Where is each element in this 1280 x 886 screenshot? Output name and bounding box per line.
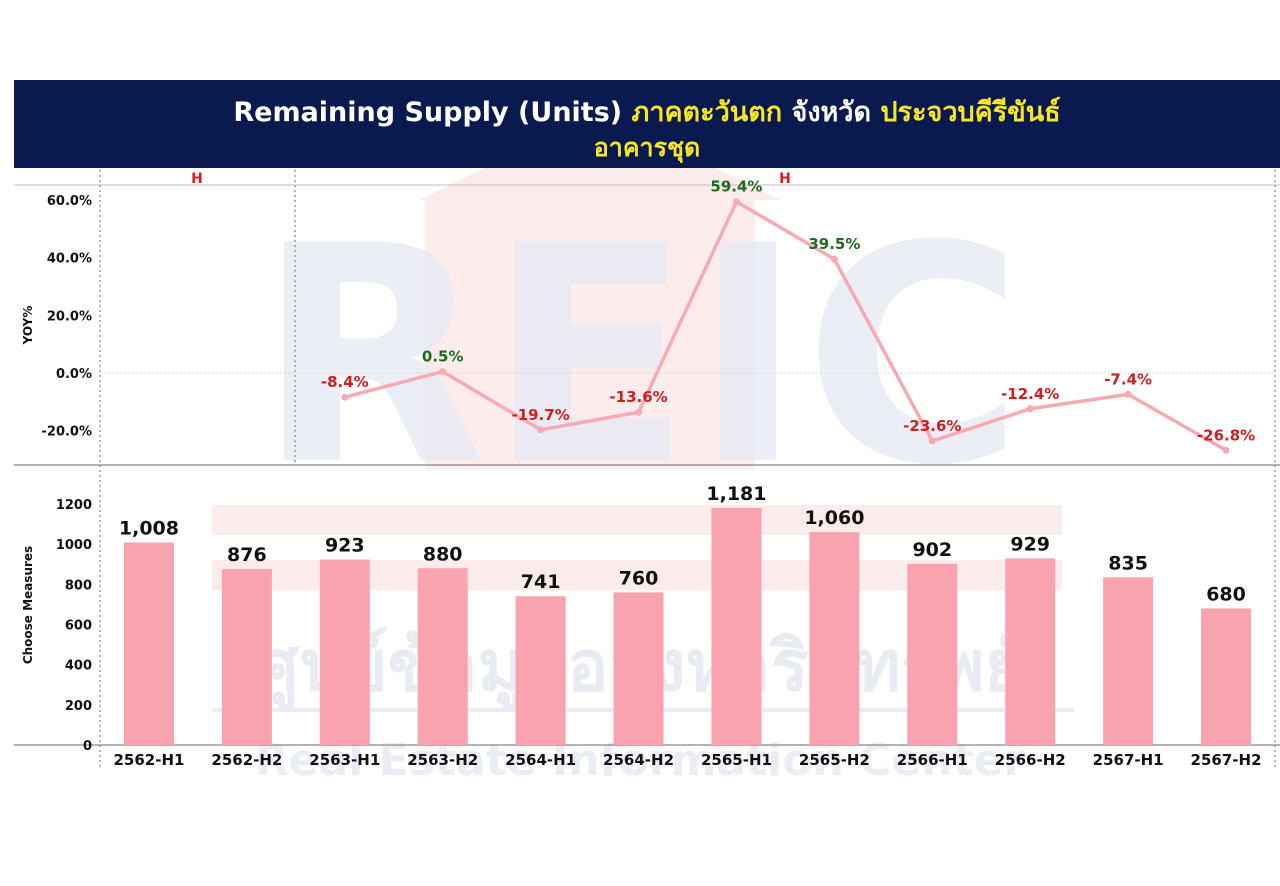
bar: [1005, 558, 1056, 745]
x-tick-label: 2566-H2: [995, 751, 1066, 769]
bar-tick-label: 600: [65, 619, 92, 634]
yoy-point: [439, 368, 447, 376]
bar: [1201, 608, 1252, 745]
bar-data-label: 760: [619, 567, 659, 589]
bar-tick-label: 400: [65, 659, 92, 674]
yoy-tick-label: 20.0%: [47, 309, 92, 324]
bar-tick-label: 1200: [56, 498, 92, 513]
title-bar: Remaining Supply (Units) ภาคตะวันตก จังห…: [14, 80, 1280, 168]
yoy-tick-label: -20.0%: [42, 425, 93, 440]
yoy-line: [344, 199, 1227, 452]
x-tick-label: 2563-H2: [407, 751, 478, 769]
yoy-data-label: -7.4%: [1104, 370, 1152, 388]
yoy-tick-label: 60.0%: [47, 194, 92, 209]
bar-data-label: 923: [325, 535, 365, 557]
bar-data-label: 902: [912, 539, 952, 561]
bar: [1103, 577, 1154, 745]
bar-tick-label: 0: [83, 739, 92, 754]
x-tick-label: 2564-H1: [505, 751, 576, 769]
bar-data-label: 876: [227, 544, 267, 566]
title-main: Remaining Supply (Units): [233, 97, 623, 128]
group-label: H: [779, 171, 791, 187]
yoy-data-label: -23.6%: [903, 417, 961, 435]
bar-tick-label: 800: [65, 578, 92, 593]
bar-data-label: 880: [423, 543, 463, 565]
x-tick-label: 2565-H2: [799, 751, 870, 769]
title-region: ภาคตะวันตก: [631, 97, 783, 128]
yoy-point: [928, 437, 936, 445]
bar-data-label: 835: [1108, 552, 1148, 574]
bar: [907, 563, 958, 745]
x-tick-label: 2567-H2: [1191, 751, 1262, 769]
bar: [613, 592, 664, 745]
x-tick-label: 2567-H1: [1093, 751, 1164, 769]
bar-data-label: 680: [1206, 583, 1246, 605]
bar-tick-label: 200: [65, 699, 92, 714]
yoy-point: [537, 426, 545, 434]
yoy-point: [1222, 446, 1230, 454]
bar-axis-title: Choose Measures: [21, 546, 35, 664]
bar-data-label: 1,008: [119, 518, 179, 540]
bar: [809, 532, 860, 745]
yoy-point: [732, 198, 740, 206]
yoy-point: [1026, 405, 1034, 413]
bar: [417, 568, 468, 745]
yoy-point: [341, 393, 349, 401]
yoy-data-label: -26.8%: [1197, 426, 1255, 444]
bar-data-label: 1,060: [804, 507, 864, 529]
yoy-data-label: 59.4%: [710, 178, 762, 196]
bar: [711, 507, 762, 745]
bar-data-label: 1,181: [706, 483, 766, 505]
x-tick-label: 2564-H2: [603, 751, 674, 769]
bar: [319, 559, 370, 745]
yoy-data-label: -19.7%: [511, 406, 569, 424]
bar-tick-label: 1000: [56, 538, 92, 553]
bar-data-label: 929: [1010, 533, 1050, 555]
yoy-data-label: 0.5%: [422, 348, 464, 366]
title-province: ประจวบคีรีขันธ์: [880, 97, 1061, 128]
group-label: H: [191, 171, 203, 187]
yoy-data-label: -13.6%: [609, 388, 667, 406]
yoy-data-label: 39.5%: [808, 235, 860, 253]
x-tick-label: 2565-H1: [701, 751, 772, 769]
title-line-1: Remaining Supply (Units) ภาคตะวันตก จังห…: [14, 90, 1280, 133]
x-tick-label: 2562-H2: [211, 751, 282, 769]
bar: [221, 569, 272, 745]
yoy-data-label: -8.4%: [321, 373, 369, 391]
title-line-2: อาคารชุด: [593, 133, 701, 162]
bar: [515, 596, 566, 745]
x-tick-label: 2566-H1: [897, 751, 968, 769]
x-tick-label: 2562-H1: [113, 751, 184, 769]
yoy-point: [1124, 390, 1132, 398]
yoy-point: [635, 408, 643, 416]
bar: [123, 542, 174, 745]
x-tick-label: 2563-H1: [309, 751, 380, 769]
bar-data-label: 741: [521, 571, 561, 593]
yoy-point: [830, 255, 838, 263]
yoy-axis-title: YOY%: [21, 306, 35, 346]
yoy-tick-label: 40.0%: [47, 252, 92, 267]
title-mid: จังหวัด: [791, 97, 872, 128]
yoy-tick-label: 0.0%: [56, 367, 92, 382]
yoy-data-label: -12.4%: [1001, 385, 1059, 403]
